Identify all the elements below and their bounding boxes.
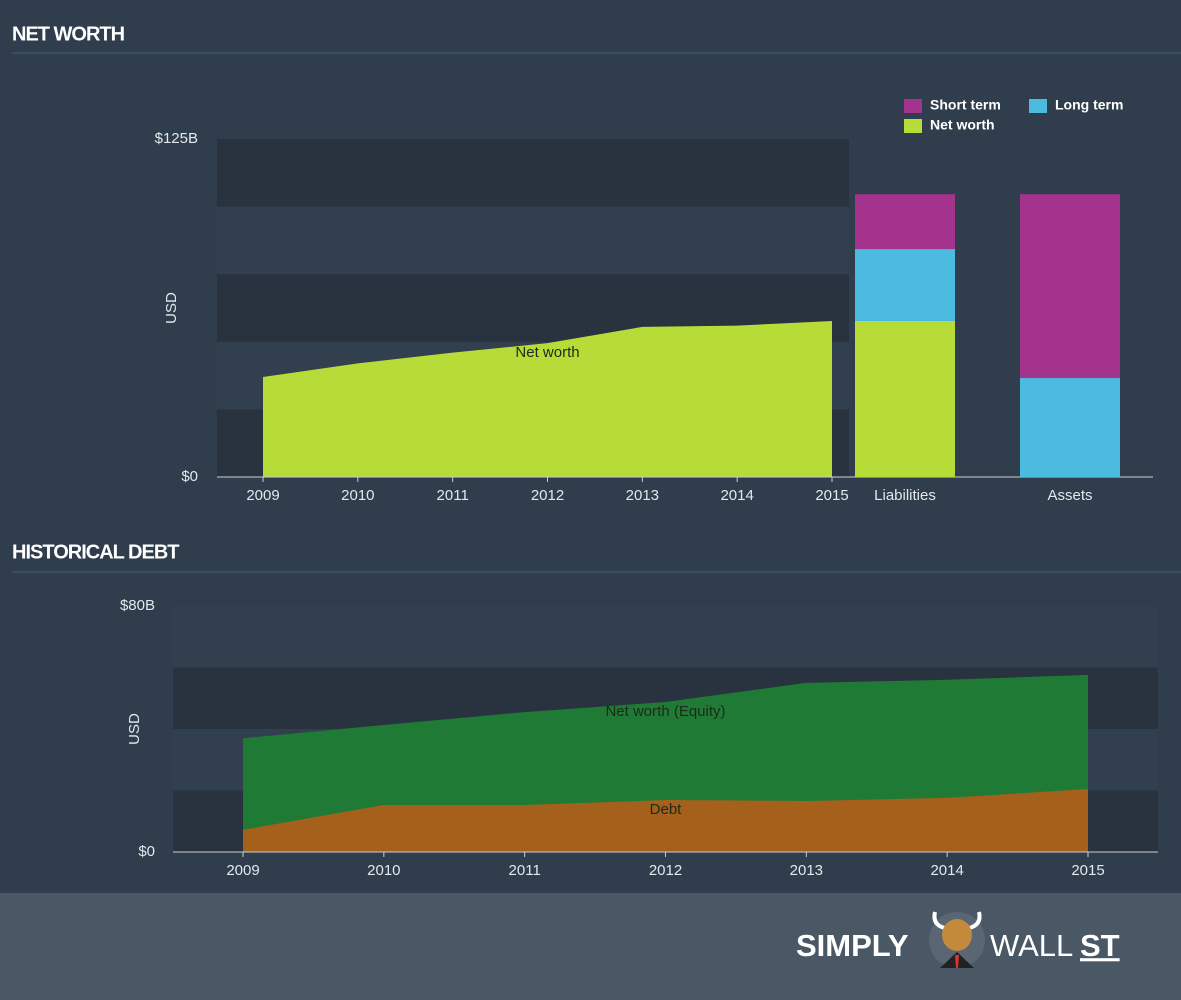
y-axis-label: USD [163, 292, 180, 324]
y-axis-label: USD [126, 713, 143, 745]
section-title: HISTORICAL DEBT [12, 541, 179, 563]
bar-segment [855, 320, 955, 477]
y-tick-label: $0 [181, 468, 198, 485]
x-tick-label: 2014 [930, 862, 963, 879]
x-tick-label: 2010 [341, 487, 374, 504]
legend-swatch [1029, 99, 1047, 113]
x-tick-label: 2011 [437, 487, 469, 504]
legend-swatch [904, 119, 922, 133]
x-tick-label: 2011 [509, 862, 541, 879]
x-tick-label: 2009 [246, 487, 279, 504]
x-tick-label: 2015 [815, 487, 848, 504]
legend-label: Short term [930, 97, 1001, 113]
x-tick-label: 2015 [1071, 862, 1104, 879]
x-tick-label: 2014 [720, 487, 753, 504]
x-tick-label: 2012 [531, 487, 564, 504]
logo-simply: SIMPLY [796, 928, 909, 963]
y-tick-label: $0 [138, 843, 155, 860]
legend-swatch [904, 99, 922, 113]
x-tick-label: 2010 [367, 862, 400, 879]
bar-segment [1020, 378, 1120, 477]
x-tick-label: Liabilities [874, 487, 936, 504]
series-label: Debt [650, 801, 683, 818]
bar-segment [855, 249, 955, 321]
legend-label: Net worth [930, 117, 995, 133]
logo-wall: WALL [990, 928, 1073, 963]
x-tick-label: 2012 [649, 862, 682, 879]
x-tick-label: 2009 [226, 862, 259, 879]
legend-label: Long term [1055, 97, 1123, 113]
area [243, 788, 1088, 852]
area [263, 320, 832, 477]
y-tick-label: $125B [155, 130, 198, 147]
x-tick-label: 2013 [626, 487, 659, 504]
bar-segment [855, 194, 955, 250]
x-tick-label: 2013 [790, 862, 823, 879]
plot-band [217, 206, 849, 275]
plot-band [173, 606, 1158, 668]
logo-bull [929, 911, 985, 968]
series-label: Net worth (Equity) [605, 703, 725, 720]
plot-band [217, 139, 849, 207]
bar-segment [1020, 194, 1120, 379]
x-tick-label: Assets [1047, 487, 1092, 504]
series-label: Net worth [515, 344, 579, 361]
section-title: NET WORTH [12, 23, 125, 45]
y-tick-label: $80B [120, 597, 155, 614]
logo-st: ST [1080, 928, 1120, 963]
